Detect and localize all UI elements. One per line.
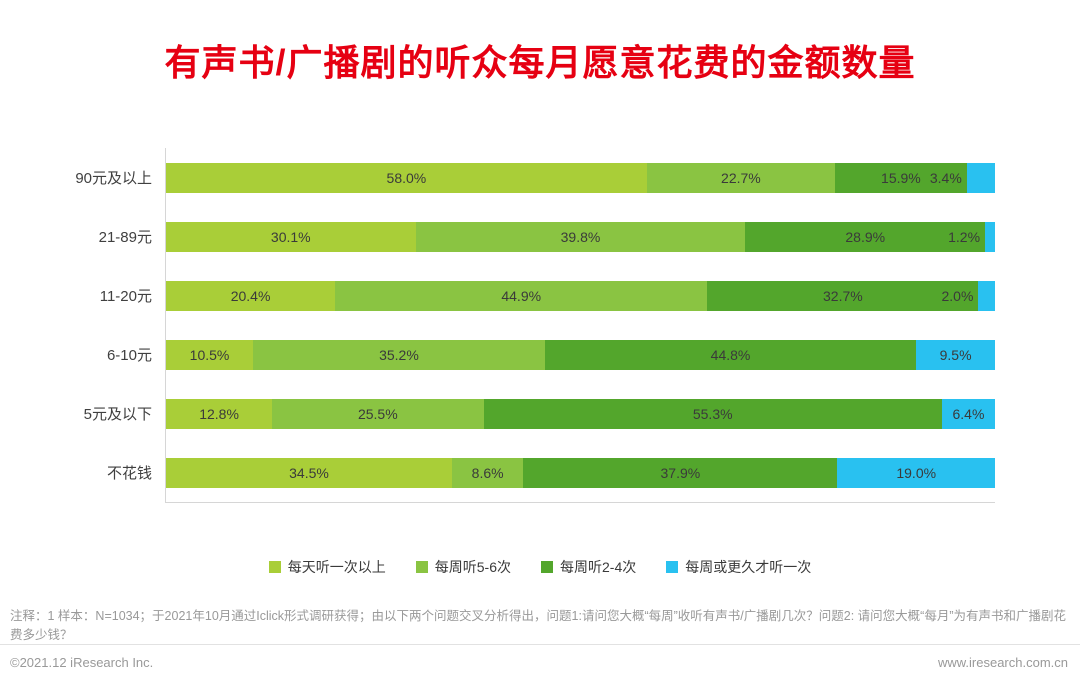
stacked-bar: 10.5% 35.2% 44.8% 9.5% <box>166 339 995 370</box>
segment-value-label: 44.9% <box>501 287 542 304</box>
footnote: 注释：1 样本：N=1034；于2021年10月通过Iclick形式调研获得；由… <box>10 609 1066 643</box>
chart-row: 30.1% 39.8% 28.9% 1.2% <box>166 207 995 266</box>
segment-value-label: 37.9% <box>660 464 701 481</box>
bar-segment: 58.0% <box>166 162 647 193</box>
legend-label: 每周听5-6次 <box>434 559 511 575</box>
bar-segment: 19.0% <box>837 457 995 488</box>
bar-segment: 10.5% <box>166 339 254 370</box>
chart-row: 58.0% 22.7% 15.9% 3.4% <box>166 148 995 207</box>
stacked-bar: 58.0% 22.7% 15.9% 3.4% <box>166 162 995 193</box>
legend-item: 每周听5-6次 <box>415 557 511 577</box>
legend-label: 每周或更久才听一次 <box>685 559 812 575</box>
segment-value-label: 1.2% <box>948 228 981 245</box>
bar-segment: 12.8% <box>166 398 273 429</box>
segment-value-label: 25.5% <box>357 405 398 422</box>
category-axis: 90元及以上 21-89元 11-20元 6-10元 5元及以下不花钱 <box>10 148 165 503</box>
segment-value-label: 44.8% <box>710 346 751 363</box>
bar-segment: 39.8% <box>415 221 746 252</box>
chart-row: 12.8% 25.5% 55.3% 6.4% <box>166 384 995 443</box>
bar-segment: 3.4% <box>930 162 995 193</box>
segment-value-label: 55.3% <box>692 405 733 422</box>
segment-value-label: 20.4% <box>230 287 271 304</box>
bar-segment: 34.5% <box>166 457 452 488</box>
chart-row: 20.4% 44.9% 32.7% 2.0% <box>166 266 995 325</box>
legend-swatch-icon <box>541 561 553 573</box>
bar-segment: 8.6% <box>452 457 524 488</box>
bar-segment: 6.4% <box>941 398 995 429</box>
category-label: 不花钱 <box>106 465 152 482</box>
legend-swatch-icon <box>268 561 281 573</box>
bar-segment: 2.0% <box>941 280 995 311</box>
category-label: 21-89元 <box>98 229 152 246</box>
segment-value-label: 9.5% <box>939 346 972 363</box>
bar-segment: 28.9% <box>745 221 986 252</box>
page-title: 有声书/广播剧的听众每月愿意花费的金额数量 <box>164 42 916 83</box>
copyright-text: ©2021.12 iResearch Inc. <box>10 655 154 670</box>
segment-value-label: 58.0% <box>386 169 427 186</box>
stacked-bar: 34.5% 8.6% 37.9% 19.0% <box>166 457 995 488</box>
segment-value-label: 15.9% <box>881 169 921 186</box>
legend-item: 每周或更久才听一次 <box>666 557 811 577</box>
bar-segment: 1.2% <box>948 221 995 252</box>
segment-value-label: 6.4% <box>952 405 985 422</box>
segment-value-label: 3.4% <box>929 169 962 186</box>
bar-segment: 9.5% <box>916 339 995 370</box>
bar-segment: 44.9% <box>335 280 708 311</box>
chart-legend: 每天听一次以上 每周听5-6次 每周听2-4次 每周或更久才听一次 <box>0 557 1080 577</box>
footer-bar: ©2021.12 iResearch Inc. www.iresearch.co… <box>0 644 1080 680</box>
segment-value-label: 39.8% <box>560 228 601 245</box>
segment-value-label: 10.5% <box>189 346 230 363</box>
legend-swatch-icon <box>415 561 428 573</box>
bar-segment: 22.7% <box>646 162 835 193</box>
chart-plot-area: 58.0% 22.7% 15.9% 3.4% 30.1% 39.8% 28.9% 1.2% 20… <box>165 148 995 503</box>
segment-value-label: 2.0% <box>941 287 974 304</box>
segment-value-label: 34.5% <box>289 464 329 481</box>
bar-segment: 55.3% <box>483 398 942 429</box>
stacked-bar: 20.4% 44.9% 32.7% 2.0% <box>166 280 995 311</box>
chart-row: 10.5% 35.2% 44.8% 9.5% <box>166 325 995 384</box>
bar-segment: 44.8% <box>544 339 917 370</box>
segment-value-label: 22.7% <box>721 169 761 186</box>
stacked-bar: 30.1% 39.8% 28.9% 1.2% <box>166 221 995 252</box>
category-label: 11-20元 <box>99 288 152 305</box>
category-label: 5元及以下 <box>83 406 152 423</box>
stacked-bar: 12.8% 25.5% 55.3% 6.4% <box>166 398 995 429</box>
category-label: 6-10元 <box>106 347 152 364</box>
website-text: www.iresearch.com.cn <box>937 655 1068 670</box>
category-label: 90元及以上 <box>75 170 152 187</box>
legend-item: 每天听一次以上 <box>268 557 386 577</box>
bar-segment: 37.9% <box>523 457 838 488</box>
bar-segment: 30.1% <box>166 221 416 252</box>
segment-value-label: 32.7% <box>823 287 863 304</box>
bar-segment: 35.2% <box>253 339 545 370</box>
legend-swatch-icon <box>666 561 679 573</box>
segment-value-label: 30.1% <box>270 228 311 245</box>
segment-value-label: 19.0% <box>896 464 937 481</box>
segment-value-label: 12.8% <box>199 405 239 422</box>
bar-segment: 25.5% <box>272 398 484 429</box>
segment-value-label: 35.2% <box>379 346 419 363</box>
bar-segment: 20.4% <box>166 280 336 311</box>
legend-label: 每周听2-4次 <box>560 559 637 575</box>
stacked-bar-chart: 90元及以上 21-89元 11-20元 6-10元 5元及以下不花钱 58.0% 22.… <box>10 148 995 503</box>
chart-row: 34.5% 8.6% 37.9% 19.0% <box>166 443 995 502</box>
bar-segment: 32.7% <box>707 280 979 311</box>
segment-value-label: 8.6% <box>471 464 504 481</box>
legend-label: 每天听一次以上 <box>287 559 386 575</box>
segment-value-label: 28.9% <box>845 228 886 245</box>
bar-segment: 15.9% <box>834 162 967 193</box>
legend-item: 每周听2-4次 <box>541 557 636 577</box>
